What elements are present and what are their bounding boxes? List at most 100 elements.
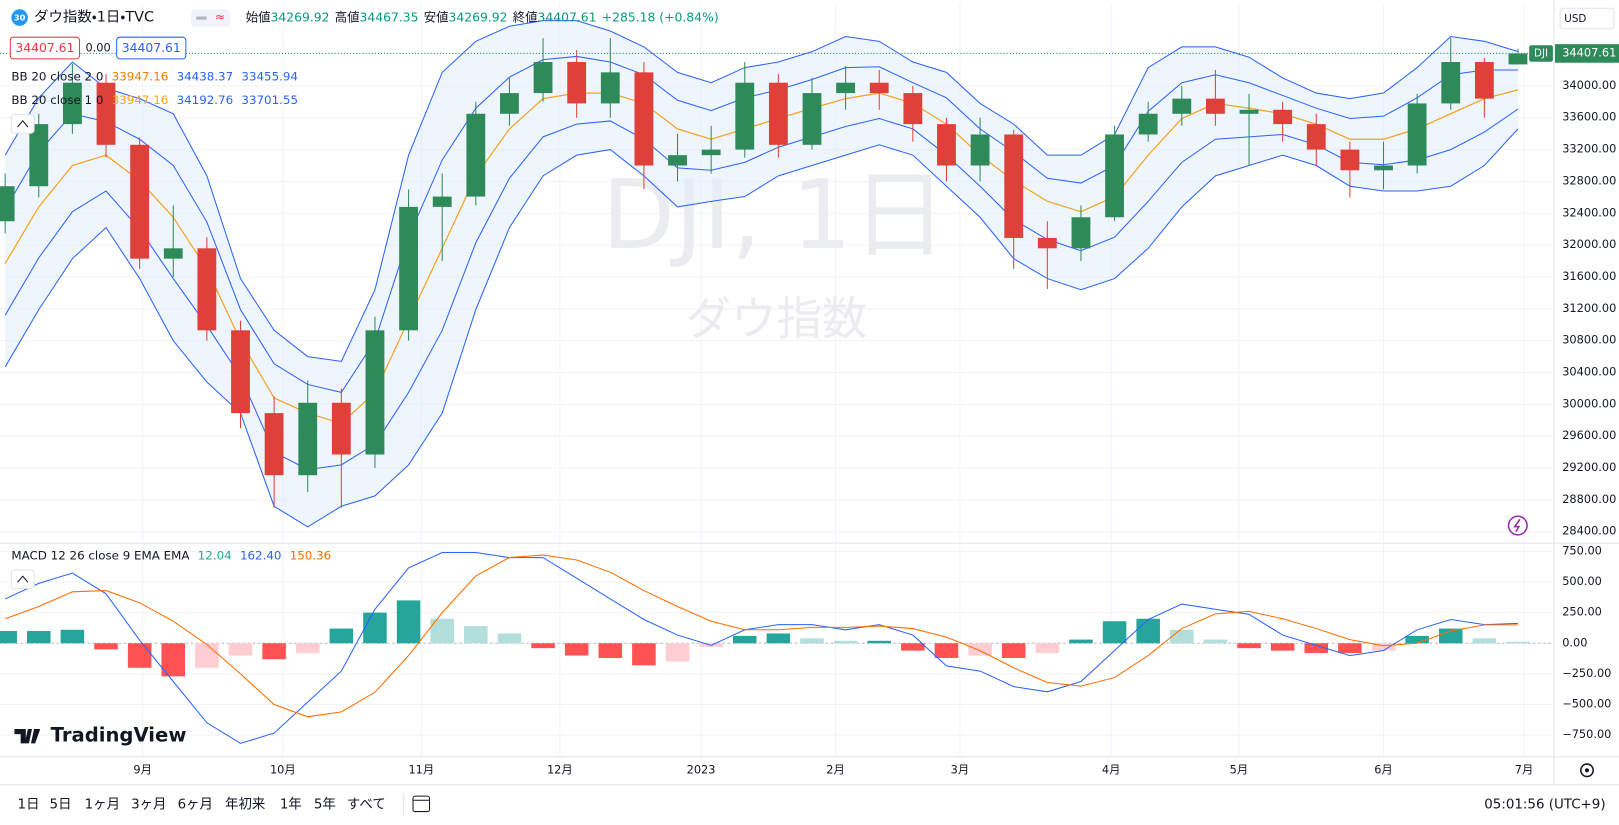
legend-value: 12.04 bbox=[198, 548, 232, 562]
candle-body bbox=[163, 248, 183, 259]
y-tick-label: 500.00 bbox=[1562, 574, 1602, 588]
y-tick-label: 31200.00 bbox=[1562, 301, 1616, 315]
histogram-bar bbox=[27, 631, 51, 644]
histogram-bar bbox=[934, 643, 959, 658]
candle-body bbox=[96, 82, 116, 145]
candle-body bbox=[533, 62, 553, 94]
legend-label: MACD 12 26 close 9 EMA EMA bbox=[11, 548, 190, 562]
sell-button[interactable] bbox=[9, 36, 81, 60]
histogram-bar bbox=[564, 643, 589, 656]
visibility-toggle[interactable] bbox=[191, 9, 231, 27]
candle-body bbox=[701, 149, 721, 156]
y-tick-label: 29200.00 bbox=[1562, 460, 1616, 474]
candle-body bbox=[365, 330, 385, 455]
y-tick-label: 31600.00 bbox=[1562, 269, 1616, 283]
legend-label: BB 20 close 1 0 bbox=[11, 93, 103, 107]
ohlc-label: 始値 bbox=[246, 9, 271, 24]
range-button[interactable]: 5年 bbox=[314, 796, 336, 812]
settings-button[interactable] bbox=[1580, 763, 1594, 778]
range-button[interactable]: 1年 bbox=[280, 796, 302, 812]
candle-body bbox=[432, 196, 452, 207]
y-tick-label: 30000.00 bbox=[1562, 396, 1616, 410]
range-button[interactable]: 5日 bbox=[50, 797, 72, 812]
candle-body bbox=[298, 402, 318, 476]
candle-body bbox=[869, 82, 889, 94]
histogram-bar bbox=[1102, 621, 1127, 644]
histogram-bar bbox=[1338, 643, 1362, 654]
range-button[interactable]: 3ヶ月 bbox=[131, 797, 166, 812]
legend-value: 34438.37 bbox=[177, 69, 234, 83]
candle-body bbox=[802, 93, 822, 145]
alert-icon[interactable] bbox=[1507, 515, 1528, 536]
legend-value: 33947.16 bbox=[112, 69, 169, 83]
histogram-bar bbox=[1136, 618, 1160, 644]
range-button[interactable]: すべて bbox=[347, 796, 386, 812]
candle-body bbox=[1239, 109, 1259, 114]
currency-button[interactable] bbox=[1559, 7, 1615, 30]
macd-line bbox=[4, 551, 1518, 744]
histogram-bar bbox=[464, 626, 488, 644]
y-tick-label: 250.00 bbox=[1562, 605, 1602, 619]
candle-body bbox=[1172, 98, 1192, 114]
range-button[interactable]: 1ヶ月 bbox=[85, 797, 120, 812]
candle-body bbox=[197, 248, 217, 331]
x-tick-label: 2023 bbox=[687, 762, 716, 776]
clock[interactable]: 05:01:56 (UTC+9) bbox=[1484, 797, 1605, 812]
candle-body bbox=[500, 93, 519, 114]
logo[interactable]: TradingView bbox=[51, 724, 187, 747]
histogram-bar bbox=[363, 612, 387, 644]
logo-mark bbox=[14, 728, 41, 744]
ohlc-legend: 始値34269.92 高値34467.35 安値34269.92 終値34407.61… bbox=[246, 9, 719, 24]
price-tag: 34407.61 bbox=[1562, 45, 1616, 59]
candle-body bbox=[1105, 134, 1124, 218]
signal-line bbox=[4, 554, 1518, 718]
histogram-bar bbox=[262, 643, 286, 660]
histogram-bar bbox=[1069, 639, 1093, 644]
symbol-tag-box bbox=[1529, 45, 1553, 62]
legend-value: 34192.76 bbox=[177, 93, 234, 107]
indicator-legend: MACD 12 26 close 9 EMA EMA 12.04 162.40 150… bbox=[11, 548, 331, 562]
histogram-bar bbox=[396, 600, 421, 644]
alert-icon-bolt bbox=[1513, 518, 1521, 533]
candle-body bbox=[768, 82, 788, 145]
y-tick-label: 750.00 bbox=[1562, 543, 1602, 557]
range-button[interactable]: 年初来 bbox=[225, 796, 265, 812]
histogram-bar bbox=[1405, 635, 1429, 644]
candle-body bbox=[0, 186, 15, 222]
badge-text: 30 bbox=[14, 13, 26, 23]
symbol-title[interactable]: ダウ指数・1日・TVC bbox=[34, 9, 154, 26]
range-button[interactable]: 6ヶ月 bbox=[178, 797, 213, 812]
y-tick-label: 32400.00 bbox=[1562, 205, 1616, 219]
buy-button[interactable] bbox=[116, 36, 187, 60]
y-tick-label: −500.00 bbox=[1562, 697, 1611, 711]
histogram-bar bbox=[968, 643, 992, 656]
candle-body bbox=[1071, 217, 1091, 249]
histogram-bar bbox=[60, 629, 85, 644]
candle-body bbox=[1037, 237, 1057, 249]
x-tick-label: 5月 bbox=[1230, 762, 1249, 776]
histogram-bar bbox=[766, 633, 791, 644]
ohlc-value: 34269.92 bbox=[271, 9, 330, 24]
x-tick-label: 4月 bbox=[1102, 762, 1121, 776]
collapse-button[interactable] bbox=[10, 569, 35, 590]
ohlc-change: +285.18 (+0.84%) bbox=[602, 9, 719, 24]
toggle-icon bbox=[196, 16, 207, 20]
collapse-button[interactable] bbox=[10, 114, 35, 134]
histogram-bar bbox=[497, 633, 522, 644]
x-tick-label: 2月 bbox=[826, 762, 845, 776]
candle-body bbox=[399, 206, 418, 331]
y-tick-label: −750.00 bbox=[1562, 727, 1611, 741]
symbol-tag: DJI bbox=[1534, 47, 1548, 59]
bottom-toolbar: 1日 5日 1ヶ月 3ヶ月 6ヶ月 年初来 1年 5年 すべて bbox=[18, 796, 386, 812]
histogram-bar bbox=[1506, 641, 1530, 644]
candle-body bbox=[130, 144, 150, 259]
histogram-bar bbox=[295, 643, 320, 654]
date-range-button[interactable] bbox=[412, 795, 431, 813]
range-button[interactable]: 1日 bbox=[18, 797, 40, 812]
legend-value: 33701.55 bbox=[241, 93, 298, 107]
candle-body bbox=[1340, 149, 1360, 171]
histogram-bar bbox=[1035, 643, 1060, 654]
indicator-legend: BB 20 close 1 0 33947.16 34192.76 33701.55 bbox=[11, 93, 298, 107]
histogram-bar bbox=[1237, 643, 1261, 649]
